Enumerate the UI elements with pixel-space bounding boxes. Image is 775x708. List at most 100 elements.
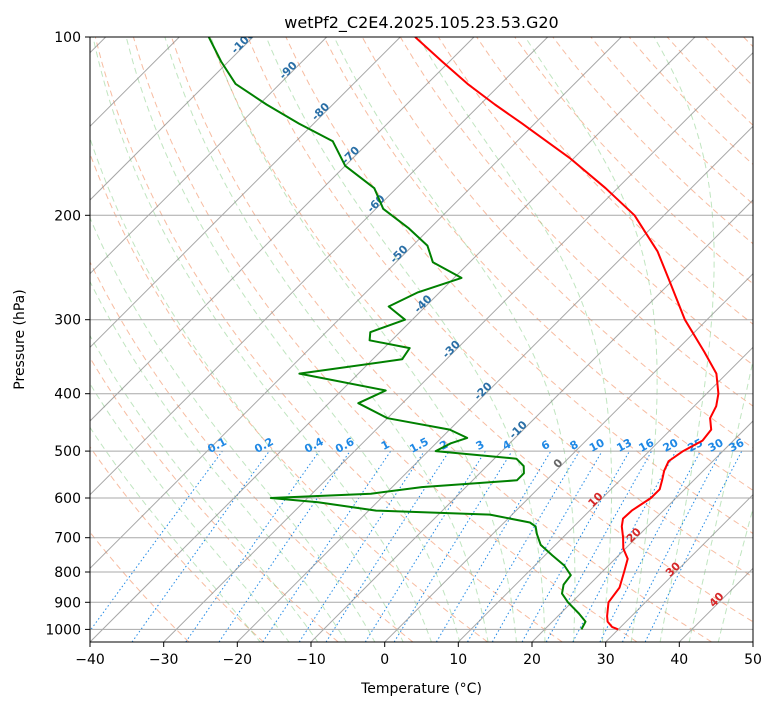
x-axis-label: Temperature (°C): [360, 681, 482, 697]
dry-adiabat: [132, 37, 638, 642]
isotherm: [310, 199, 753, 642]
isotherm-label: -10: [507, 418, 530, 441]
dry-adiabat: [437, 37, 753, 366]
mixing-ratio-line: [185, 450, 320, 642]
moist-adiabat: [125, 37, 461, 642]
plot-area: 0.1 0.2 0.4 0.6 1 1.5 2 3 4 6 8 10 13 16 20 25 30 36-100-…: [90, 28, 753, 642]
moist-adiabat: [717, 506, 753, 642]
mixing-ratio-line: [521, 450, 630, 642]
isotherm: [163, 51, 753, 642]
dry-adiabat: [90, 152, 488, 642]
mixing-ratio-line: [90, 450, 223, 632]
y-tick-label: 900: [54, 595, 81, 611]
dry-adiabat: [743, 37, 753, 48]
y-tick-label: 800: [54, 565, 81, 581]
plot-frame: [89, 36, 754, 643]
profiles: [207, 37, 720, 631]
temperature-line: [414, 37, 720, 631]
isotherms: [90, 37, 753, 642]
dry-adiabats: [90, 37, 753, 642]
x-tick-label: 0: [380, 652, 389, 668]
isotherm-label: 30: [663, 559, 683, 579]
dry-adiabat: [90, 531, 190, 642]
dry-adiabat: [90, 356, 339, 642]
isotherm: [90, 37, 254, 201]
isotherm: [90, 37, 328, 275]
mixing-ratio-label: 30: [706, 436, 726, 455]
dry-adiabat: [247, 37, 753, 578]
isotherm: [678, 567, 753, 642]
isotherm-label: -50: [387, 242, 410, 265]
isotherm: [90, 37, 696, 642]
x-tick-label: 30: [597, 652, 615, 668]
isotherm-label: -90: [277, 59, 300, 82]
pressure-gridlines: [90, 37, 753, 630]
moist-adiabat: [653, 37, 715, 642]
mixing-ratio-label: 13: [614, 436, 634, 455]
moist-adiabat: [164, 37, 489, 642]
x-tick-label: −10: [296, 652, 326, 668]
dry-adiabat: [476, 37, 753, 325]
x-tick-label: 10: [449, 652, 467, 668]
isotherm: [90, 37, 475, 422]
x-tick-label: −20: [223, 652, 253, 668]
y-axis-ticks: 100 200 300 400 500 600 700 800 900 1000: [45, 30, 90, 638]
mixing-ratio-line: [298, 450, 425, 642]
moist-adiabat: [265, 37, 546, 642]
mixing-ratio-label: 20: [661, 436, 681, 455]
isotherm: [90, 37, 401, 349]
dry-adiabat: [323, 37, 753, 491]
y-tick-label: 100: [54, 30, 81, 46]
dry-adiabat: [90, 446, 264, 642]
isotherm-label: 40: [707, 590, 727, 610]
isotherm: [384, 272, 753, 642]
x-tick-label: 40: [670, 652, 688, 668]
dewpoint-line: [207, 37, 587, 630]
dry-adiabat: [590, 37, 753, 205]
moist-adiabat: [90, 136, 404, 642]
moist-adiabat: [688, 358, 753, 642]
y-tick-label: 200: [54, 208, 81, 224]
mixing-ratio-line: [545, 450, 653, 642]
moist-adiabat: [210, 37, 518, 642]
moist-adiabat: [418, 37, 613, 642]
chart-title: wetPf2_C2E4.2025.105.23.53.G20: [284, 13, 558, 33]
mixing-ratio-label: 36: [727, 436, 747, 455]
dry-adiabat: [171, 37, 712, 642]
isotherm-label: -30: [440, 338, 463, 361]
isotherm-label: -60: [364, 192, 387, 215]
moist-adiabat: [92, 37, 432, 642]
isotherm-label: 20: [624, 525, 644, 545]
x-tick-label: −30: [149, 652, 179, 668]
dry-adiabat: [285, 37, 753, 535]
mixing-ratio-label: 16: [637, 436, 657, 455]
moist-adiabat: [90, 382, 290, 642]
y-tick-label: 1000: [45, 622, 81, 638]
moist-adiabat: [90, 426, 261, 642]
isotherm: [752, 641, 753, 642]
y-tick-label: 600: [54, 491, 81, 507]
y-tick-label: 500: [54, 444, 81, 460]
isotherm: [457, 346, 753, 642]
mixing-ratio-line: [572, 450, 677, 642]
y-tick-label: 400: [54, 387, 81, 403]
isotherm: [605, 493, 753, 642]
dry-adiabat: [704, 37, 753, 87]
mixing-ratio-line: [599, 450, 701, 642]
mixing-ratio-line: [262, 450, 392, 642]
moist-adiabats: [90, 37, 753, 642]
dry-adiabat: [514, 37, 753, 285]
isotherm: [531, 420, 753, 642]
isotherm-label: -70: [339, 144, 362, 167]
x-tick-label: 20: [523, 652, 541, 668]
isotherm-label: 10: [586, 490, 606, 510]
x-axis-ticks: −40 −30 −20 −10 0 10 20 30 40 50: [75, 642, 762, 668]
mixing-ratio-lines: [90, 450, 743, 642]
mixing-ratio-line: [364, 450, 486, 642]
moist-adiabat: [90, 216, 376, 642]
isotherm: [90, 37, 549, 496]
moist-adiabat: [90, 280, 347, 642]
isotherm-label: -40: [411, 292, 434, 315]
isotherm-label: -100: [229, 28, 258, 57]
